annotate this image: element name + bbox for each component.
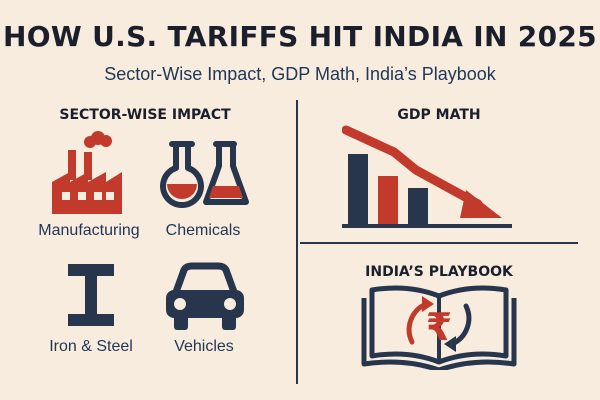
sector-impact-heading: SECTOR-WISE IMPACT bbox=[59, 107, 231, 123]
sector-label-chemicals: Chemicals bbox=[165, 222, 241, 239]
steel-beam-icon bbox=[68, 264, 114, 326]
playbook-heading: INDIA’S PLAYBOOK bbox=[365, 264, 513, 280]
gdp-math-heading: GDP MATH bbox=[397, 107, 481, 123]
declining-bar-chart-icon bbox=[342, 125, 512, 228]
car-icon bbox=[166, 262, 244, 330]
svg-text:₹: ₹ bbox=[426, 305, 452, 349]
sector-label-manufacturing: Manufacturing bbox=[38, 222, 140, 239]
horizontal-divider bbox=[300, 242, 578, 244]
sector-label-iron-steel: Iron & Steel bbox=[49, 338, 133, 355]
page-title: HOW U.S. TARIFFS HIT INDIA IN 2025 bbox=[3, 20, 597, 53]
rupee-book-icon: ₹ bbox=[361, 285, 517, 370]
factory-icon bbox=[52, 131, 122, 214]
vertical-divider bbox=[296, 100, 298, 384]
sector-label-vehicles: Vehicles bbox=[174, 338, 234, 355]
lab-flasks-icon bbox=[160, 141, 249, 208]
page-subtitle: Sector-Wise Impact, GDP Math, India’s Pl… bbox=[104, 64, 496, 84]
